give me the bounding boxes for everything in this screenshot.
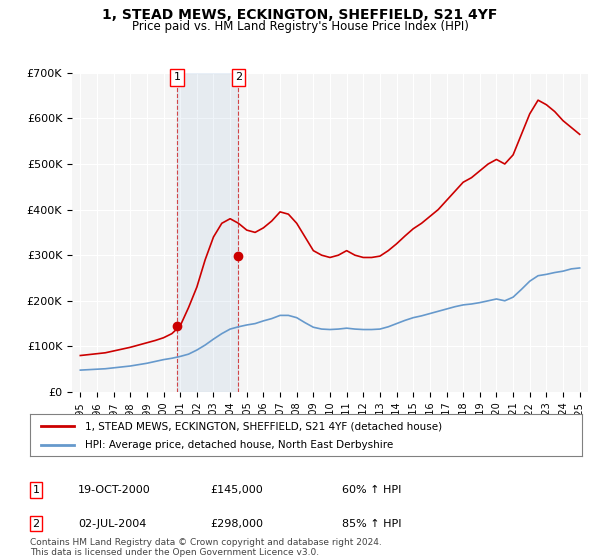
Text: £145,000: £145,000 [210,485,263,495]
Text: 02-JUL-2004: 02-JUL-2004 [78,519,146,529]
Text: 60% ↑ HPI: 60% ↑ HPI [342,485,401,495]
Text: £298,000: £298,000 [210,519,263,529]
Text: 2: 2 [235,72,242,82]
Text: Price paid vs. HM Land Registry's House Price Index (HPI): Price paid vs. HM Land Registry's House … [131,20,469,32]
Text: 19-OCT-2000: 19-OCT-2000 [78,485,151,495]
Text: 1, STEAD MEWS, ECKINGTON, SHEFFIELD, S21 4YF (detached house): 1, STEAD MEWS, ECKINGTON, SHEFFIELD, S21… [85,421,442,431]
Text: Contains HM Land Registry data © Crown copyright and database right 2024.
This d: Contains HM Land Registry data © Crown c… [30,538,382,557]
Text: 1: 1 [173,72,181,82]
Text: 1: 1 [32,485,40,495]
Text: HPI: Average price, detached house, North East Derbyshire: HPI: Average price, detached house, Nort… [85,440,394,450]
Text: 1, STEAD MEWS, ECKINGTON, SHEFFIELD, S21 4YF: 1, STEAD MEWS, ECKINGTON, SHEFFIELD, S21… [103,8,497,22]
Bar [177,73,238,392]
Text: 85% ↑ HPI: 85% ↑ HPI [342,519,401,529]
Text: 2: 2 [32,519,40,529]
